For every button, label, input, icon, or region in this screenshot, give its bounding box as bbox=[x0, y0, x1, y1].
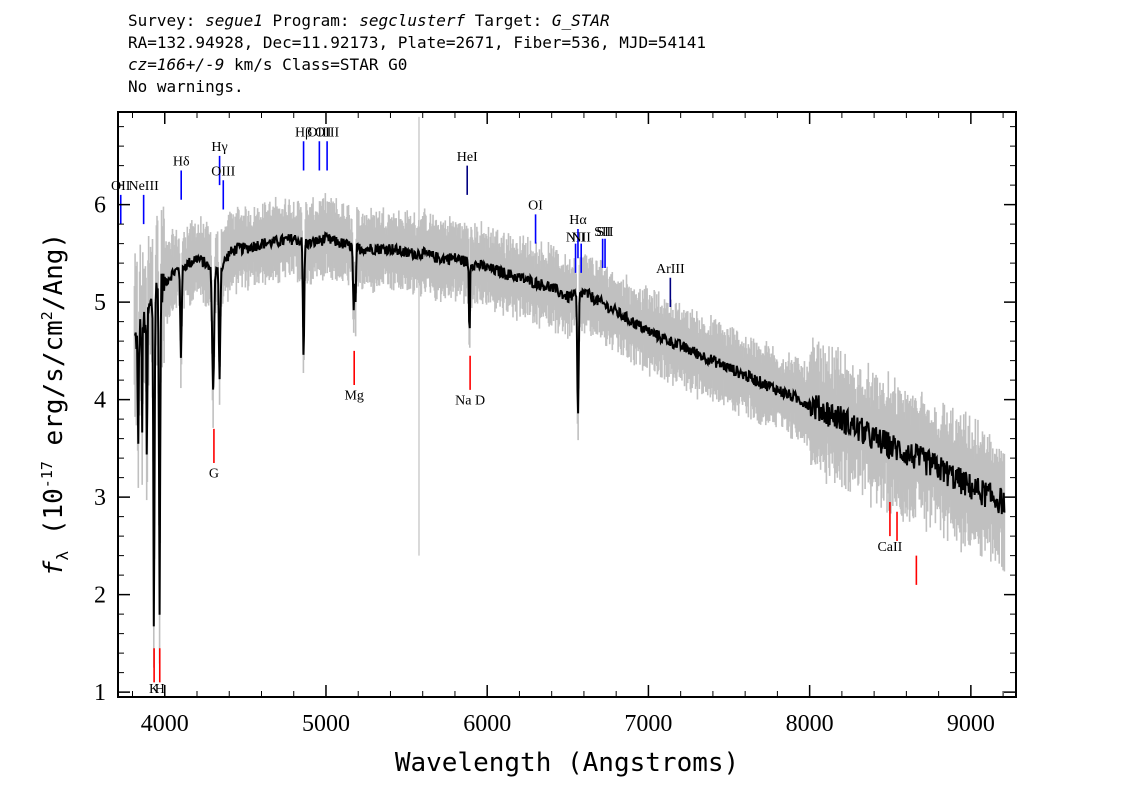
line-label: HeI bbox=[457, 150, 478, 165]
line-label: OIII bbox=[315, 125, 339, 140]
line-label: Mg bbox=[344, 389, 363, 404]
line-label: Hγ bbox=[211, 140, 227, 155]
line-label: K bbox=[149, 682, 159, 697]
line-label: Na D bbox=[455, 394, 485, 409]
error-band bbox=[133, 116, 1006, 668]
survey-value: segue1 bbox=[205, 11, 263, 30]
y-axis-title: fλ (10-17 erg/s/cm2/Ang) bbox=[38, 233, 72, 576]
x-tick-label: 5000 bbox=[302, 711, 350, 737]
y-tick-label: 1 bbox=[94, 680, 106, 706]
x-axis-title: Wavelength (Angstroms) bbox=[395, 748, 739, 778]
line-label: NeIII bbox=[128, 179, 159, 194]
header-line-redshift: cz=166+/-9 km/s Class=STAR G0 bbox=[128, 54, 706, 76]
line-label: OI bbox=[528, 199, 543, 214]
header-line-coordinates: RA=132.94928, Dec=11.92173, Plate=2671, … bbox=[128, 33, 706, 52]
y-tick-label: 3 bbox=[94, 485, 106, 511]
x-axis-ticks: 4000 5000 6000 7000 8000 9000 bbox=[132, 112, 1004, 737]
target-value: G_STAR bbox=[551, 11, 610, 30]
line-label: SII bbox=[596, 225, 613, 240]
class-text: km/s Class=STAR G0 bbox=[224, 55, 408, 74]
flux-line bbox=[134, 231, 1006, 627]
x-tick-label: 9000 bbox=[947, 711, 995, 737]
line-label: NII bbox=[566, 231, 586, 246]
line-label: Hδ bbox=[173, 155, 190, 170]
header-line-survey: Survey: segue1 Program: segclusterf Targ… bbox=[128, 10, 706, 32]
y-tick-label: 5 bbox=[94, 290, 106, 316]
y-tick-label: 6 bbox=[94, 193, 106, 219]
line-label: NII bbox=[571, 231, 591, 246]
program-value: segclusterf bbox=[359, 11, 466, 30]
plot-frame bbox=[117, 111, 1017, 698]
line-label: Hα bbox=[569, 213, 587, 228]
flux-series bbox=[134, 231, 1006, 627]
x-tick-label: 7000 bbox=[624, 711, 672, 737]
program-label: Program: bbox=[262, 11, 360, 30]
line-label: OII bbox=[111, 179, 131, 194]
x-tick-label: 6000 bbox=[463, 711, 511, 737]
line-label: SII bbox=[594, 225, 611, 240]
line-label: OIII bbox=[211, 164, 235, 179]
line-label: H bbox=[155, 682, 165, 697]
x-tick-label: 4000 bbox=[141, 711, 189, 737]
spectrum-header: Survey: segue1 Program: segclusterf Targ… bbox=[128, 10, 706, 98]
x-tick-label: 8000 bbox=[786, 711, 834, 737]
header-line-warnings: No warnings. bbox=[128, 77, 244, 96]
y-tick-label: 2 bbox=[94, 583, 106, 609]
y-axis-ticks: 1 2 3 4 5 6 bbox=[94, 126, 1016, 706]
line-label: Hβ bbox=[295, 125, 312, 140]
line-label: G bbox=[209, 467, 219, 482]
y-tick-label: 4 bbox=[94, 388, 106, 414]
target-label: Target: bbox=[465, 11, 552, 30]
survey-label: Survey: bbox=[128, 11, 206, 30]
line-label: ArIII bbox=[656, 262, 685, 277]
cz-value: cz=166+/-9 bbox=[128, 55, 225, 74]
line-label: OIII bbox=[307, 125, 331, 140]
line-label: CaII bbox=[877, 540, 902, 555]
